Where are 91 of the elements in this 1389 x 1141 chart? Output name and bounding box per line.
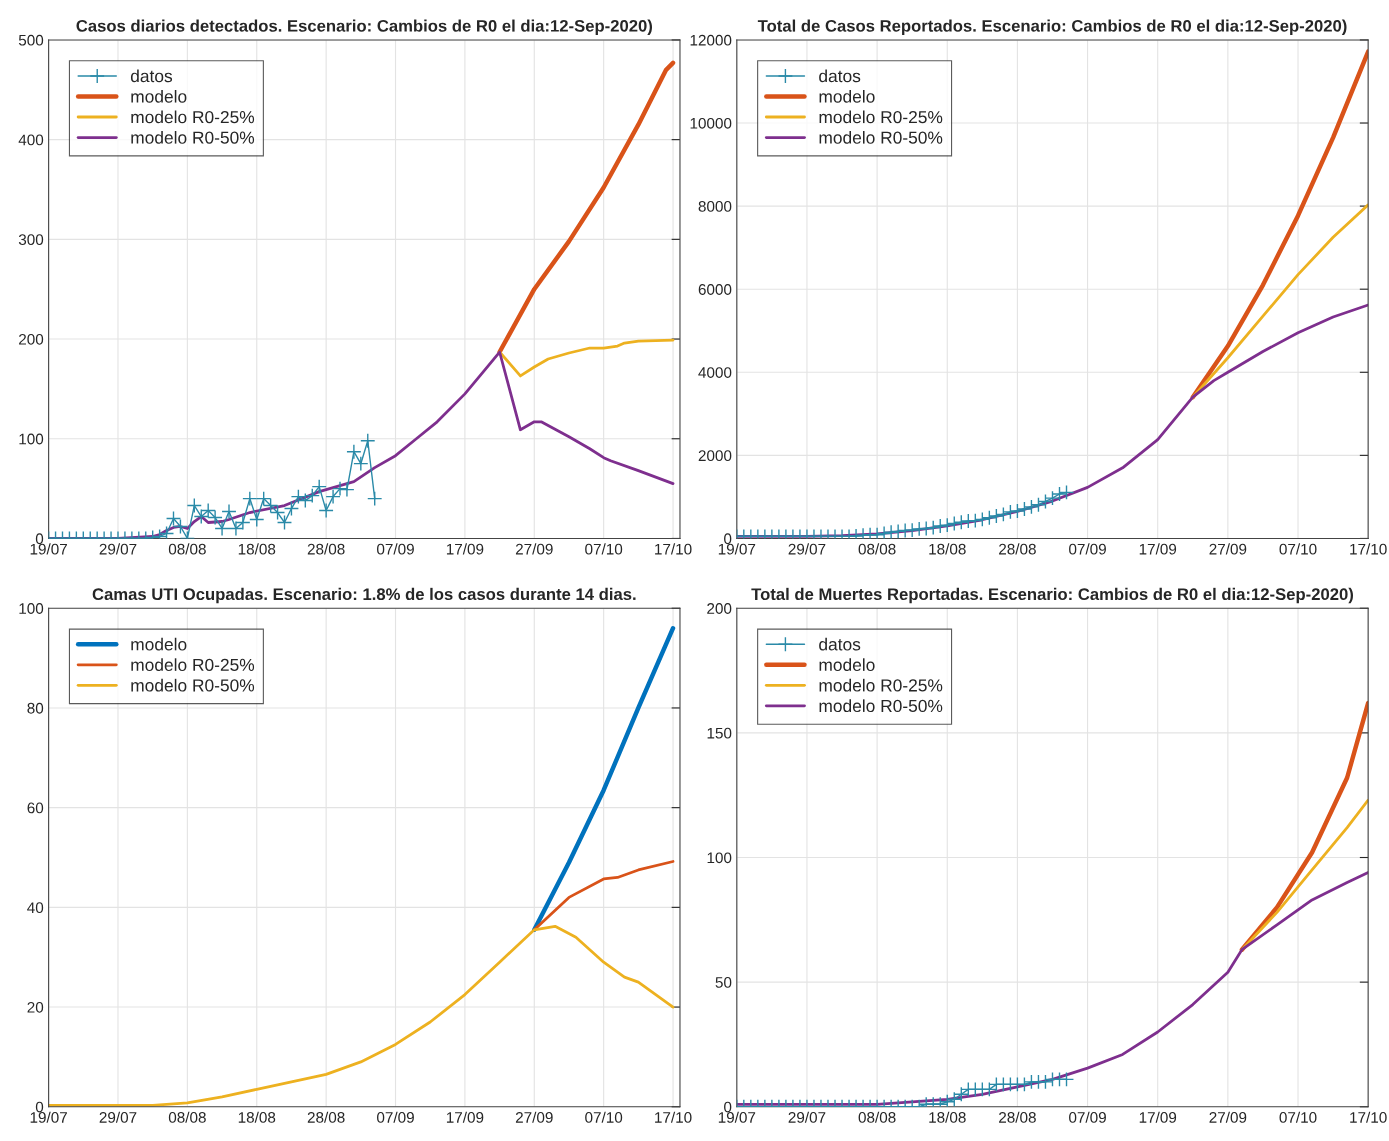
x-tick-label: 18/08	[238, 543, 276, 555]
line-series	[1191, 203, 1369, 399]
legend-label: modelo R0-25%	[131, 110, 255, 124]
x-tick-label: 17/09	[1139, 1111, 1177, 1123]
x-tick-label: 07/09	[1069, 1111, 1106, 1123]
line-series	[48, 924, 675, 1107]
x-tick-label: 07/10	[1279, 1111, 1317, 1123]
y-tick-label: 4000	[698, 367, 732, 378]
legend-label: modelo R0-25%	[131, 658, 255, 672]
x-tick-label: 17/09	[446, 1111, 484, 1123]
chart-title: Camas UTI Ocupadas. Escenario: 1.8% de los casos durante 14 dias.	[92, 587, 636, 604]
x-tick-label: 07/10	[1279, 543, 1317, 555]
legend-label: datos	[130, 69, 173, 83]
x-tick-label: 28/08	[999, 543, 1036, 555]
y-tick-label: 200	[707, 603, 732, 614]
x-tick-label: 18/08	[929, 543, 966, 555]
line-series	[532, 625, 676, 933]
y-tick-label: 60	[27, 802, 44, 814]
x-tick-label: 19/07	[30, 1111, 67, 1123]
x-tick-label: 18/08	[929, 1111, 966, 1123]
x-tick-label: 07/10	[585, 1111, 623, 1123]
y-tick-label: 12000	[690, 34, 732, 46]
x-tick-label: 19/07	[30, 543, 67, 555]
x-tick-label: 07/09	[377, 543, 414, 555]
x-tick-label: 29/07	[788, 543, 826, 555]
legend-label: datos	[819, 69, 861, 83]
y-tick-label: 0	[35, 533, 44, 545]
legend-label: modelo R0-50%	[131, 131, 255, 144]
line-series	[497, 60, 676, 355]
x-tick-label: 29/07	[788, 1111, 826, 1123]
legend-label: datos	[819, 637, 861, 651]
y-tick-label: 20	[27, 1001, 44, 1013]
line-series	[48, 350, 675, 539]
chart-title: Casos diarios detectados. Escenario: Cambios de R0 el dia:12-Sep-2020)	[76, 19, 653, 36]
y-tick-label: 500	[18, 34, 44, 46]
x-tick-label: 19/07	[718, 1111, 756, 1123]
x-tick-label: 17/10	[655, 1111, 692, 1123]
x-tick-label: 29/07	[99, 543, 137, 555]
x-tick-label: 17/09	[446, 543, 484, 555]
legend-label: modelo R0-50%	[131, 678, 255, 692]
x-tick-label: 17/10	[655, 543, 692, 555]
y-tick-label: 400	[18, 134, 44, 146]
x-tick-label: 27/09	[515, 1111, 553, 1123]
y-tick-label: 100	[707, 852, 732, 864]
y-tick-label: 8000	[698, 200, 732, 212]
x-tick-label: 17/10	[1350, 543, 1387, 555]
y-tick-label: 10000	[690, 117, 732, 129]
legend-label: modelo	[131, 637, 187, 651]
x-tick-label: 08/08	[858, 1111, 896, 1123]
x-tick-label: 19/07	[718, 543, 756, 555]
y-tick-label: 100	[19, 603, 44, 614]
x-tick-label: 07/09	[377, 1111, 414, 1123]
y-tick-label: 6000	[698, 284, 732, 295]
chart-title: Total de Muertes Reportadas. Escenario: Cambios de R0 el dia:12-Sep-2020)	[751, 587, 1354, 604]
legend-label: modelo	[819, 89, 875, 103]
x-tick-label: 28/08	[307, 1111, 345, 1123]
line-series	[498, 338, 675, 378]
y-tick-label: 0	[35, 1101, 44, 1113]
y-tick-label: 2000	[698, 450, 732, 462]
x-tick-label: 08/08	[168, 1111, 206, 1123]
x-tick-label: 17/10	[1350, 1111, 1387, 1123]
legend-label: modelo	[131, 89, 187, 103]
y-tick-label: 200	[19, 333, 44, 345]
legend-label: modelo R0-25%	[819, 110, 943, 124]
x-tick-label: 08/08	[168, 543, 206, 555]
x-tick-label: 27/09	[1209, 543, 1247, 555]
legend-label: modelo R0-50%	[819, 131, 943, 144]
y-tick-label: 50	[715, 977, 732, 988]
x-tick-label: 07/09	[1069, 543, 1106, 555]
x-tick-label: 29/07	[99, 1111, 137, 1123]
y-tick-label: 0	[724, 533, 732, 545]
legend-label: modelo R0-50%	[819, 699, 943, 713]
y-tick-label: 100	[19, 433, 44, 445]
x-tick-label: 28/08	[307, 543, 345, 555]
y-tick-label: 150	[707, 727, 732, 739]
y-tick-label: 0	[724, 1101, 732, 1113]
x-tick-label: 28/08	[999, 1111, 1036, 1123]
x-tick-label: 27/09	[515, 543, 553, 555]
y-tick-label: 300	[18, 234, 44, 246]
x-tick-label: 27/09	[1209, 1111, 1247, 1123]
y-tick-label: 40	[27, 902, 44, 914]
x-tick-label: 08/08	[858, 543, 896, 555]
line-series	[1239, 700, 1369, 952]
y-tick-label: 80	[27, 702, 44, 714]
legend-label: modelo	[819, 658, 875, 672]
legend-label: modelo R0-25%	[819, 678, 943, 692]
x-tick-label: 17/09	[1139, 543, 1177, 555]
chart-title: Total de Casos Reportados. Escenario: Cambios de R0 el dia:12-Sep-2020)	[757, 19, 1347, 36]
x-tick-label: 07/10	[585, 543, 623, 555]
x-tick-label: 18/08	[238, 1111, 276, 1123]
line-series	[1190, 49, 1369, 400]
